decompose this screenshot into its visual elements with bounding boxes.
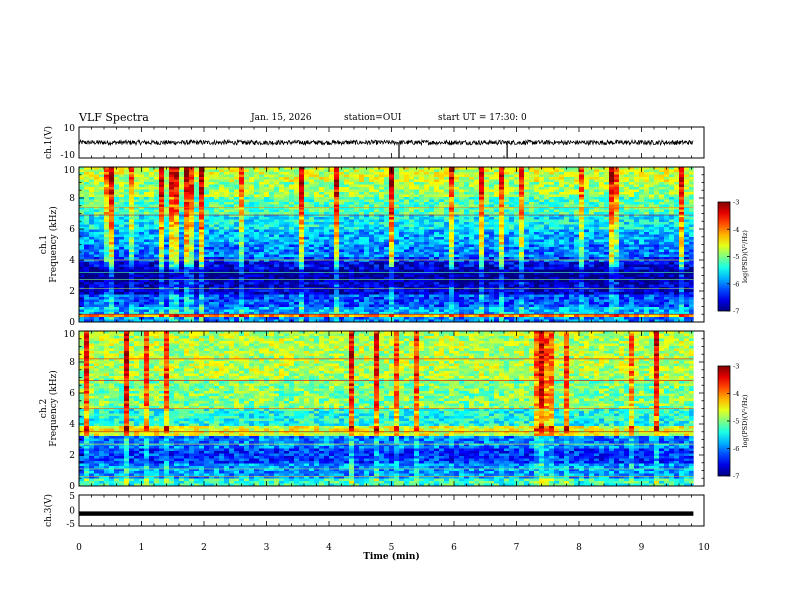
ch3-waveform-panel: 5 0 -5 ch.3(V) 0 1 2 3 4 5 6 7 8 9 10 Time (min) <box>43 492 710 562</box>
ch2-spectrogram-ytick-label: 0 <box>69 482 75 492</box>
ch2-spectrogram-ytick-label: 2 <box>69 451 75 461</box>
ch1-spectrogram-ytick-label: 2 <box>69 287 75 297</box>
ch1-spectrogram-ylabel-frequency: Frequency (kHz) <box>48 206 59 283</box>
time-xtick-label: 4 <box>326 543 332 553</box>
ch2-spectrogram-colorbar-tick: -6 <box>733 445 739 453</box>
ch1-spectrogram-ytick-label: 0 <box>69 318 75 328</box>
time-xtick-label: 0 <box>76 543 82 553</box>
ch1-spectrogram-colorbar: -3 -4 -5 -6 -7 log(PSD)(V²/Hz) <box>717 199 749 316</box>
time-xtick-label: 1 <box>139 543 145 553</box>
ch2-spectrogram-panel: 0 2 4 6 8 10 ch.2 Frequency (kHz) <box>39 330 705 492</box>
ch1-spectrogram-colorbar-tick: -7 <box>733 308 739 316</box>
ch2-spectrogram-ylabel-channel: ch.2 <box>39 399 49 418</box>
time-xtick-label: 10 <box>698 543 710 553</box>
ch1-spectrogram-colorbar-tick: -4 <box>733 226 739 234</box>
time-xtick-label: 7 <box>514 543 520 553</box>
ch2-spectrogram-ytick-label: 4 <box>69 420 75 430</box>
ch2-spectrogram-colorbar: -3 -4 -5 -6 -7 log(PSD)(V²/Hz) <box>717 363 749 481</box>
ch1-ytick-label: -10 <box>61 151 76 161</box>
ch1-spectrogram-ytick-label: 6 <box>69 225 75 235</box>
ch3-ylabel: ch.3(V) <box>43 494 54 527</box>
ch2-spectrogram-cells <box>79 331 694 487</box>
ch1-spectrogram-ytick-label: 8 <box>69 194 75 204</box>
time-xtick-label: 6 <box>451 543 457 553</box>
ch1-ylabel: ch.1(V) <box>43 126 54 159</box>
ch1-spectrogram-cells <box>79 167 694 323</box>
ch2-spectrogram-colorbar-tick: -7 <box>733 473 739 481</box>
ch1-trace <box>78 138 694 147</box>
ch1-spectrogram-colorbar-tick: -3 <box>733 199 739 207</box>
ch3-ytick-label: -5 <box>66 520 75 530</box>
ch1-spectrogram-panel: 0 2 4 6 8 10 ch.1 Frequency (kHz) <box>39 166 705 328</box>
ch2-spectrogram-colorbar-tick: -5 <box>733 418 739 426</box>
ch2-spectrogram-ytick-label: 10 <box>64 330 76 340</box>
time-xtick-label: 3 <box>264 543 270 553</box>
ch1-spectrogram-colorbar-label: log(PSD)(V²/Hz) <box>741 230 749 283</box>
ch1-spectrogram-colorbar-tick: -5 <box>733 253 739 261</box>
ch2-spectrogram-ytick-label: 8 <box>69 358 75 368</box>
ch3-ytick-label: 0 <box>69 507 75 517</box>
ch1-ytick-label: 10 <box>64 124 76 134</box>
ch2-spectrogram-ytick-label: 6 <box>69 389 75 399</box>
ch1-waveform-panel: 10 -10 ch.1(V) <box>43 124 705 161</box>
ch1-spectrogram-ylabel-channel: ch.1 <box>39 235 49 254</box>
ch1-spectrogram-ytick-label: 4 <box>69 256 75 266</box>
time-xlabel: Time (min) <box>363 551 420 562</box>
ch3-trace <box>79 511 694 516</box>
ch3-ytick-label: 5 <box>69 492 75 502</box>
time-xtick-label: 9 <box>639 543 645 553</box>
time-xtick-label: 2 <box>201 543 207 553</box>
header-start-ut: start UT = 17:30: 0 <box>438 113 527 123</box>
header-date: Jan. 15, 2026 <box>251 113 312 123</box>
time-xtick-label: 8 <box>576 543 582 553</box>
ch2-spectrogram-colorbar-tick: -3 <box>733 363 739 371</box>
ch2-spectrogram-ylabel-frequency: Frequency (kHz) <box>48 370 59 447</box>
figure-title: VLF Spectra <box>79 111 149 124</box>
header-station: station=OUI <box>344 113 402 123</box>
ch1-spectrogram-ytick-label: 10 <box>64 166 76 176</box>
ch2-spectrogram-colorbar-label: log(PSD)(V²/Hz) <box>741 394 749 447</box>
time-xtick-label: 5 <box>389 543 395 553</box>
ch1-spectrogram-colorbar-tick: -6 <box>733 280 739 288</box>
ch2-spectrogram-colorbar-tick: -4 <box>733 390 739 398</box>
